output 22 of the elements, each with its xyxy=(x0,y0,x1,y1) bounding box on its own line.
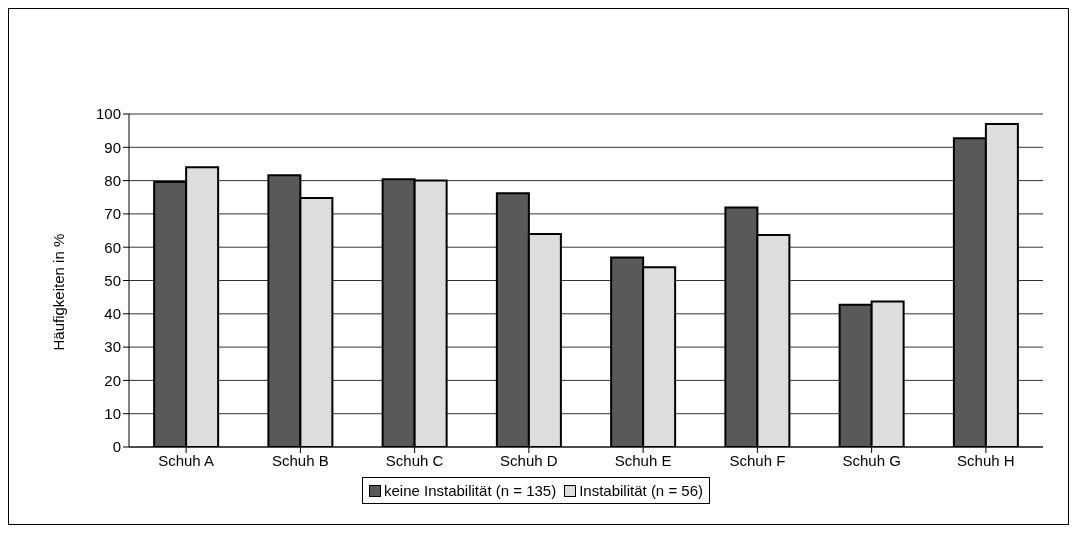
x-tick-label: Schuh H xyxy=(957,451,1015,469)
legend-label: keine Instabilität (n = 135) xyxy=(383,482,557,499)
y-tick-label: 70 xyxy=(104,205,121,223)
x-tick-label: Schuh E xyxy=(614,451,672,469)
y-tick-label: 0 xyxy=(112,438,121,456)
y-tick-label: 10 xyxy=(104,405,121,423)
legend-label: Instabilität (n = 56) xyxy=(578,482,703,499)
y-tick-label: 30 xyxy=(104,338,121,356)
y-tick-label: 100 xyxy=(95,105,121,123)
y-tick-label: 80 xyxy=(104,171,121,189)
y-tick-label: 20 xyxy=(104,371,121,389)
y-tick-label: 60 xyxy=(104,238,121,256)
x-tick-label: Schuh G xyxy=(842,451,901,469)
y-tick-label: 40 xyxy=(104,305,121,323)
y-axis-title: Häufigkeiten in % xyxy=(50,233,68,351)
x-tick-label: Schuh A xyxy=(158,451,215,469)
x-tick-label: Schuh F xyxy=(729,451,786,469)
x-tick-label: Schuh B xyxy=(272,451,329,469)
x-tick-label: Schuh C xyxy=(385,451,444,469)
y-tick-label: 90 xyxy=(104,138,121,156)
y-tick-label: 50 xyxy=(104,271,121,289)
x-tick-label: Schuh D xyxy=(500,451,558,469)
